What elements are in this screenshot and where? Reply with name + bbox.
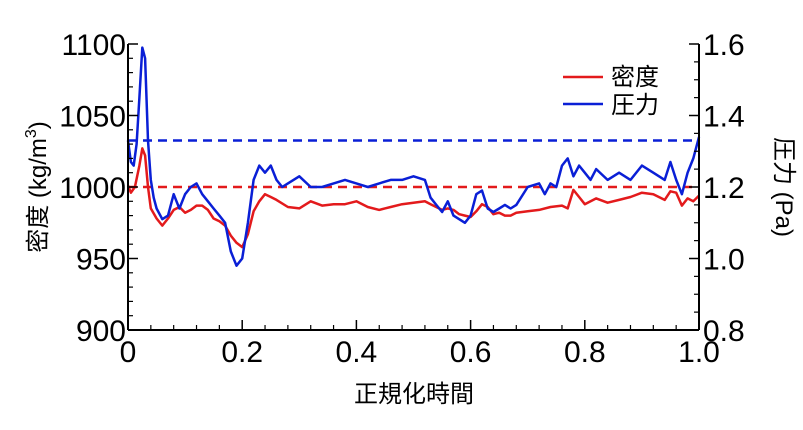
y-axis-left-title: 密度 (kg/m3) — [23, 121, 52, 253]
ticks — [127, 43, 700, 331]
y-axis-left-title-close: ) — [25, 121, 52, 129]
y-left-tick-label: 900 — [76, 315, 126, 348]
y-left-tick-label: 950 — [76, 244, 126, 277]
y-axis-right-title: 圧力 (Pa) — [770, 137, 797, 237]
x-axis-title: 正規化時間 — [354, 381, 474, 408]
x-tick-label: 0.6 — [450, 336, 492, 369]
y-left-tick-label: 1000 — [59, 172, 126, 205]
y-right-tick-label: 1.2 — [703, 172, 745, 205]
y-left-tick-label: 1050 — [59, 101, 126, 134]
y-right-tick-label: 0.8 — [703, 315, 745, 348]
legend-label-pressure: 圧力 — [611, 92, 659, 119]
x-tick-label: 0 — [120, 336, 137, 369]
x-tick-label: 0.8 — [564, 336, 606, 369]
series-line-density — [126, 147, 700, 249]
y-right-tick-label: 1.4 — [703, 101, 745, 134]
series-line-pressure — [126, 46, 701, 267]
y-axis-left-title-superscript: 3 — [23, 129, 40, 138]
y-axis-left-title-main: 密度 (kg/m — [25, 138, 52, 253]
y-left-tick-label: 1100 — [61, 29, 126, 62]
x-tick-label: 0.4 — [336, 336, 378, 369]
reference-lines — [128, 139, 699, 189]
legend-label-density: 密度 — [611, 64, 659, 91]
x-tick-label: 1.0 — [678, 336, 720, 369]
x-tick-label: 0.2 — [221, 336, 263, 369]
y-right-tick-label: 1.6 — [703, 29, 745, 62]
legend: 密度 圧力 — [563, 64, 659, 119]
tick-labels: 0 0.2 0.4 0.6 0.8 1.09009501000105011000.81.0… — [59, 29, 744, 369]
series-lines — [126, 46, 701, 267]
y-right-tick-label: 1.0 — [703, 244, 745, 277]
